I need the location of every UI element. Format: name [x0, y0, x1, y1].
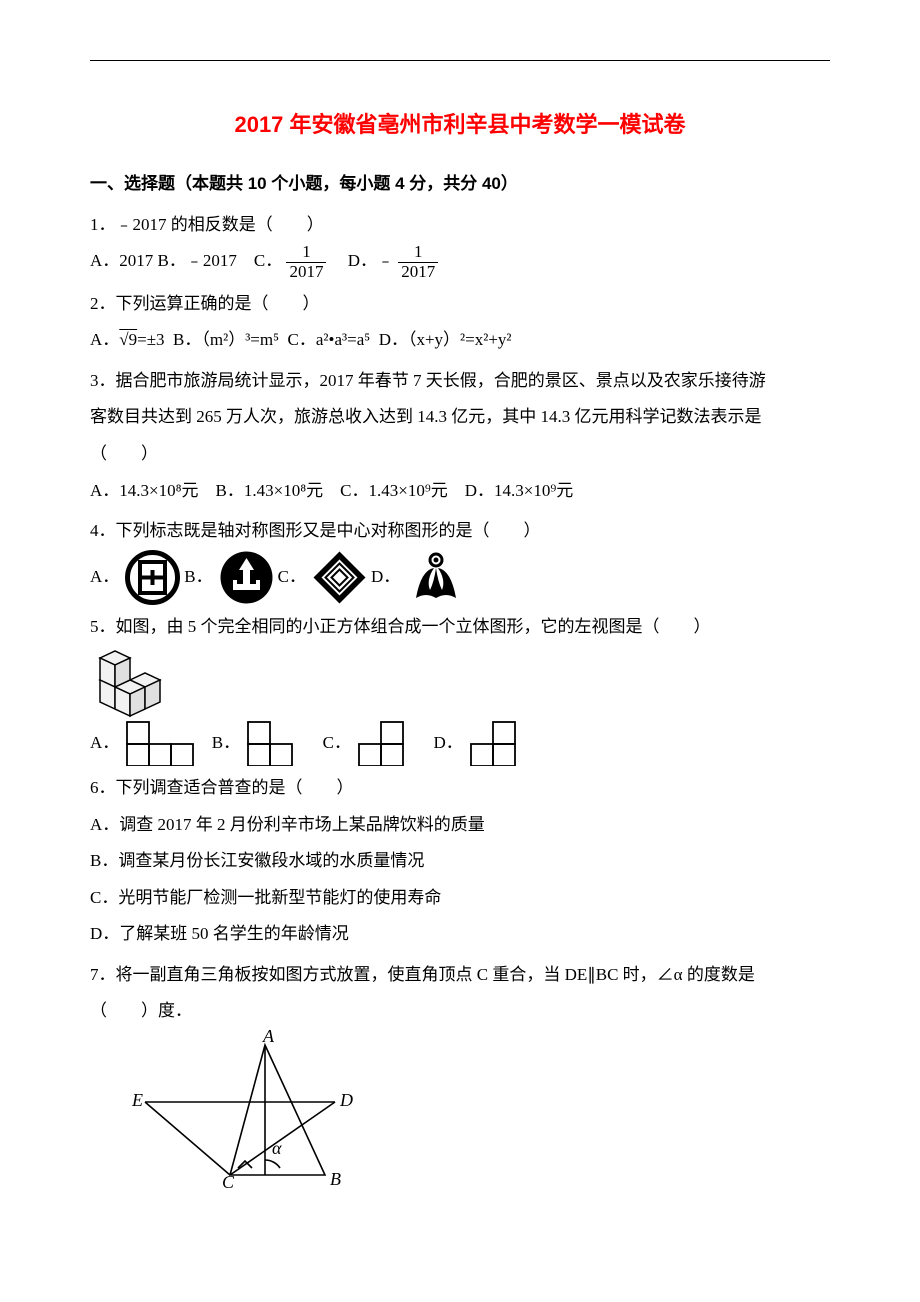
question-7-figure: A B C D E α — [130, 1030, 830, 1190]
q6-opt-a: A．调查 2017 年 2 月份利辛市场上某品牌饮料的质量 — [90, 807, 830, 844]
q1-opt-b: B．﹣2017 — [158, 251, 237, 270]
question-2: 2．下列运算正确的是（ ） A．√9=±3 B．（m²）³=m⁵ C．a²•a³… — [90, 286, 830, 359]
q6-opt-c: C．光明节能厂检测一批新型节能灯的使用寿命 — [90, 880, 830, 917]
q2-opt-a-pre: A． — [90, 330, 119, 349]
question-5-options: A． B． C． — [90, 720, 830, 766]
question-2-options: A．√9=±3 B．（m²）³=m⁵ C．a²•a³=a⁵ D．（x+y）²=x… — [90, 322, 830, 359]
label-b: B — [330, 1169, 341, 1189]
header-rule — [90, 60, 830, 61]
question-2-stem: 2．下列运算正确的是（ ） — [90, 286, 830, 323]
view-a-icon — [125, 720, 195, 766]
q3-line1: 3．据合肥市旅游局统计显示，2017 年春节 7 天长假，合肥的景区、景点以及农… — [90, 363, 830, 400]
q4-opt-b: B． — [184, 559, 212, 596]
question-4: 4．下列标志既是轴对称图形又是中心对称图形的是（ ） A． B． C． — [90, 513, 830, 605]
view-b-icon — [246, 720, 306, 766]
q4-opt-d: D． — [371, 559, 400, 596]
question-3: 3．据合肥市旅游局统计显示，2017 年春节 7 天长假，合肥的景区、景点以及农… — [90, 363, 830, 509]
question-5: 5．如图，由 5 个完全相同的小正方体组合成一个立体图形，它的左视图是（ ） — [90, 609, 830, 767]
q7-line2: （ ）度． — [90, 993, 830, 1030]
q3-options: A．14.3×10⁸元 B．1.43×10⁸元 C．1.43×10⁹元 D．14… — [90, 473, 830, 510]
q3-line3: （ ） — [90, 436, 830, 473]
question-4-options: A． B． C． D． — [90, 550, 830, 605]
section-heading: 一、选择题（本题共 10 个小题，每小题 4 分，共分 40） — [90, 166, 830, 203]
question-1-options: A．2017 B．﹣2017 C． 1 2017 D．﹣ 1 2017 — [90, 243, 830, 281]
label-alpha: α — [272, 1138, 282, 1158]
q4-opt-a: A． — [90, 559, 119, 596]
question-6: 6．下列调查适合普查的是（ ） A．调查 2017 年 2 月份利辛市场上某品牌… — [90, 770, 830, 953]
q6-opt-d: D．了解某班 50 名学生的年龄情况 — [90, 916, 830, 953]
fraction-neg-1-over-2017: 1 2017 — [398, 243, 438, 281]
logo-icbc-icon — [125, 550, 180, 605]
logo-ccb-icon — [312, 550, 367, 605]
label-a: A — [262, 1030, 275, 1046]
exam-title: 2017 年安徽省亳州市利辛县中考数学一模试卷 — [90, 101, 830, 148]
question-5-stem: 5．如图，由 5 个完全相同的小正方体组合成一个立体图形，它的左视图是（ ） — [90, 609, 830, 646]
q5-opt-a: A． — [90, 725, 119, 762]
q1-opt-c: C． — [254, 251, 282, 270]
q1-opt-d: D．﹣ — [348, 251, 394, 270]
triangle-figure-icon: A B C D E α — [130, 1030, 360, 1190]
view-c-icon — [357, 720, 417, 766]
question-1-stem: 1．﹣2017 的相反数是（ ） — [90, 207, 830, 244]
logo-abc-icon — [219, 550, 274, 605]
q2-opt-d: D．（x+y）²=x²+y² — [379, 330, 512, 349]
q5-opt-c: C． — [323, 725, 351, 762]
q3-line2: 客数目共达到 265 万人次，旅游总收入达到 14.3 亿元，其中 14.3 亿… — [90, 399, 830, 436]
q6-opt-b: B．调查某月份长江安徽段水域的水质量情况 — [90, 843, 830, 880]
fraction-1-over-2017: 1 2017 — [286, 243, 326, 281]
question-6-stem: 6．下列调查适合普查的是（ ） — [90, 770, 830, 807]
q5-opt-d: D． — [433, 725, 462, 762]
q2-opt-c: C．a²•a³=a⁵ — [288, 330, 371, 349]
question-5-figure — [90, 645, 830, 720]
q2-opt-a-post: =±3 — [137, 330, 164, 349]
cube-figure-icon — [90, 645, 180, 720]
q2-opt-b: B．（m²）³=m⁵ — [173, 330, 279, 349]
view-d-icon — [469, 720, 529, 766]
logo-people-icon — [406, 550, 466, 605]
sqrt-radicand: 9 — [129, 330, 138, 349]
question-7: 7．将一副直角三角板按如图方式放置，使直角顶点 C 重合，当 DE∥BC 时，∠… — [90, 957, 830, 1190]
label-d: D — [339, 1090, 353, 1110]
label-e: E — [131, 1090, 143, 1110]
label-c: C — [222, 1172, 235, 1190]
question-1: 1．﹣2017 的相反数是（ ） A．2017 B．﹣2017 C． 1 201… — [90, 207, 830, 282]
q1-opt-a: A．2017 — [90, 251, 153, 270]
q5-opt-b: B． — [212, 725, 240, 762]
question-4-stem: 4．下列标志既是轴对称图形又是中心对称图形的是（ ） — [90, 513, 830, 550]
q4-opt-c: C． — [278, 559, 306, 596]
q7-line1: 7．将一副直角三角板按如图方式放置，使直角顶点 C 重合，当 DE∥BC 时，∠… — [90, 957, 830, 994]
